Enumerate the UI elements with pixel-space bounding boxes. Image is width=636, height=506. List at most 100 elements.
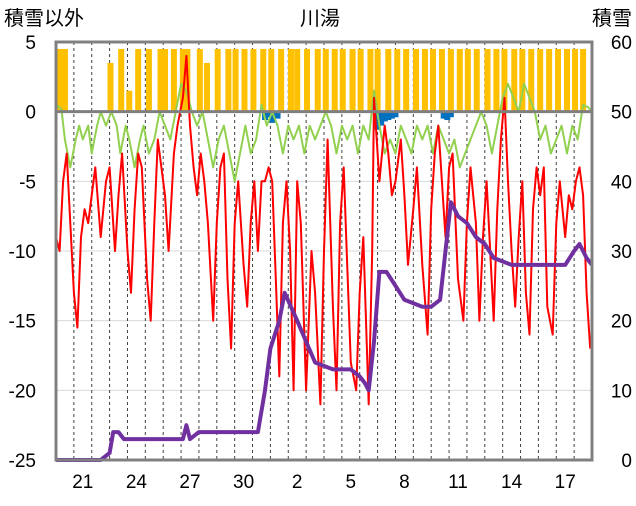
sunshine-bar (322, 48, 329, 112)
x-tick-label: 11 (448, 472, 468, 493)
plot-frame (54, 40, 594, 462)
right-tick-label: 60 (611, 33, 632, 54)
x-tick-label: 17 (555, 472, 576, 493)
sunshine-bar (232, 48, 239, 112)
sunshine-bar (429, 48, 436, 112)
precip-bar (385, 111, 392, 121)
precip-bar (447, 111, 454, 118)
sunshine-bar (260, 48, 267, 112)
sunshine-bar (385, 48, 392, 112)
sunshine-bar (563, 48, 570, 112)
sunshine-bar (57, 48, 64, 112)
precip-bar (265, 111, 272, 118)
precip-bar (381, 111, 388, 122)
sunshine-bar (511, 48, 518, 112)
x-tick-label: 14 (501, 472, 523, 493)
sunshine-bar (394, 48, 401, 112)
right-tick-label: 10 (611, 381, 632, 402)
sunshine-bar (339, 48, 346, 112)
sunshine-bar (447, 48, 454, 112)
x-tick-label: 21 (72, 472, 93, 493)
left-tick-label: -20 (9, 381, 36, 402)
right-tick-label: 20 (611, 312, 632, 333)
x-tick-label: 24 (126, 472, 148, 493)
sunshine-bar (203, 62, 210, 112)
sunshine-bar (473, 48, 480, 112)
sunshine-bar (456, 48, 463, 112)
sunshine-bars (57, 48, 587, 112)
sunshine-bar (357, 48, 364, 112)
feels-like-line (55, 82, 593, 183)
precip-bar (374, 111, 381, 130)
left-tick-label: -10 (9, 242, 36, 263)
precip-bar (392, 111, 399, 118)
right-axis-title: 積雪 (592, 7, 632, 30)
sunshine-bar (519, 48, 526, 112)
precip-bar (440, 111, 447, 119)
left-tick-label: 5 (25, 33, 36, 54)
left-axis-ticks: 5 0 -5 -10 -15 -20 -25 (9, 33, 36, 472)
sunshine-bar (170, 48, 177, 112)
sunshine-bar (179, 48, 186, 112)
sunshine-bar (268, 48, 275, 112)
x-tick-label: 2 (292, 472, 303, 493)
sunshine-bar (145, 48, 152, 112)
sunshine-bar (287, 48, 294, 112)
sunshine-bar (493, 48, 500, 112)
sunshine-bar (403, 48, 410, 112)
sunshine-bar (484, 48, 491, 112)
sunshine-bar (349, 48, 356, 112)
sunshine-bar (196, 48, 203, 112)
sunshine-bar (61, 48, 68, 112)
right-axis-ticks: 60 50 40 30 20 10 0 (611, 33, 632, 472)
precip-bar (269, 111, 276, 123)
x-tick-label: 5 (346, 472, 357, 493)
sunshine-bar (413, 48, 420, 112)
sunshine-bar (161, 48, 168, 112)
sunshine-bar (555, 48, 562, 112)
sunshine-bar (421, 48, 428, 112)
right-tick-label: 50 (611, 103, 632, 124)
chart-title: 川湯 (300, 7, 340, 30)
sunshine-bar (501, 48, 508, 112)
right-tick-label: 30 (611, 242, 632, 263)
sunshine-bar (304, 48, 311, 112)
sunshine-bar (225, 48, 232, 112)
left-axis-title: 積雪以外 (4, 7, 84, 30)
left-tick-label: -15 (9, 312, 36, 333)
left-tick-label: -5 (19, 172, 36, 193)
precip-bar (274, 111, 281, 119)
sunshine-bar (374, 48, 381, 112)
sunshine-bar (241, 48, 248, 112)
sunshine-bar (580, 48, 587, 112)
x-tick-label: 8 (399, 472, 410, 493)
left-tick-label: -25 (9, 451, 36, 472)
x-axis-ticks: 21 24 27 30 2 5 8 11 14 17 (72, 472, 576, 493)
sunshine-bar (331, 48, 338, 112)
sunshine-bar (537, 48, 544, 112)
sunshine-bar (214, 48, 221, 112)
sunshine-bar (546, 48, 553, 112)
sunshine-bar (314, 48, 321, 112)
sunshine-bar (278, 48, 285, 112)
sunshine-bar (157, 48, 164, 112)
sunshine-bar (118, 48, 125, 112)
precip-bar (378, 111, 385, 126)
snow-depth-line (56, 200, 594, 462)
sunshine-bar (294, 48, 301, 112)
x-tick-label: 27 (179, 472, 200, 493)
sunshine-bar (572, 48, 579, 112)
sunshine-bar (367, 48, 374, 112)
x-tick-label: 30 (233, 472, 254, 493)
sunshine-bar (135, 48, 142, 112)
right-tick-label: 0 (621, 451, 632, 472)
sunshine-bar (107, 62, 114, 112)
sunshine-bar (250, 48, 257, 112)
sunshine-bar (438, 48, 445, 112)
right-tick-label: 40 (611, 172, 632, 193)
precip-bar (388, 111, 395, 119)
precip-bar (444, 111, 451, 121)
sunshine-bar (126, 90, 133, 112)
